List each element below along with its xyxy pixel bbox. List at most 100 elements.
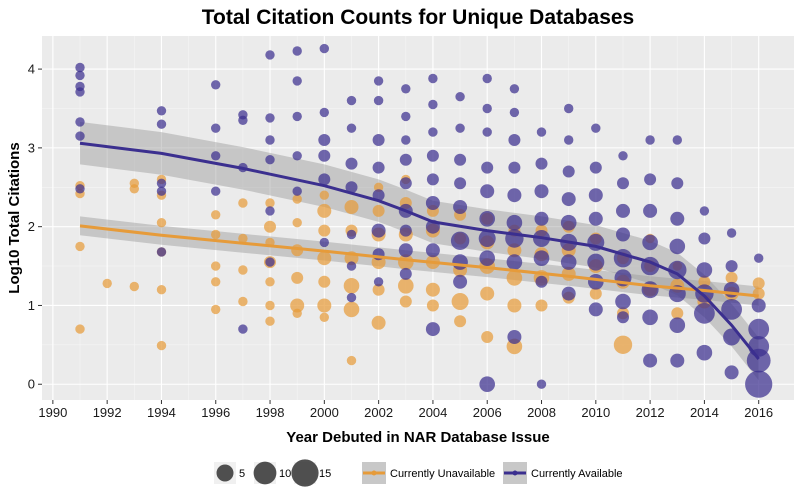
- scatter-point: [401, 111, 411, 122]
- scatter-point: [613, 335, 633, 354]
- x-axis-title: Year Debuted in NAR Database Issue: [286, 429, 549, 446]
- scatter-point: [319, 237, 329, 248]
- scatter-point: [156, 247, 167, 257]
- scatter-point: [618, 151, 628, 161]
- scatter-point: [344, 200, 359, 214]
- trend-lines: [79, 141, 760, 360]
- scatter-point: [425, 282, 440, 297]
- scatter-point: [318, 134, 331, 146]
- series-legend-dot: [371, 470, 377, 476]
- scatter-point: [506, 214, 523, 231]
- scatter-point: [694, 302, 715, 324]
- scatter-point: [454, 177, 467, 190]
- plot-panel: [42, 36, 794, 400]
- scatter-point: [371, 315, 386, 330]
- scatter-point: [507, 188, 522, 203]
- scatter-point: [536, 127, 547, 137]
- scatter-point: [481, 331, 494, 343]
- scatter-point: [292, 46, 302, 56]
- scatter-point: [398, 278, 414, 294]
- scatter-point: [292, 151, 302, 161]
- scatter-point: [751, 298, 766, 313]
- confidence-band: [80, 121, 759, 381]
- scatter-point: [373, 76, 384, 86]
- scatter-point: [401, 135, 411, 145]
- scatter-point: [372, 189, 385, 202]
- scatter-point: [507, 298, 522, 313]
- x-tick-label: 1998: [256, 405, 285, 420]
- size-legend-label: 15: [319, 468, 331, 480]
- scatter-point: [75, 184, 85, 194]
- scatter-point: [588, 211, 603, 226]
- scatter-point: [482, 127, 492, 137]
- scatter-point: [564, 103, 574, 114]
- y-axis-ticks: 0 1 2 3 4: [28, 62, 42, 392]
- scatter-point: [562, 165, 575, 178]
- x-tick-label: 1996: [201, 405, 230, 420]
- scatter-point: [238, 198, 248, 208]
- scatter-point: [746, 348, 771, 373]
- scatter-point: [426, 149, 439, 162]
- scatter-point: [588, 274, 604, 290]
- scatter-point: [345, 157, 358, 170]
- scatter-point: [211, 277, 221, 287]
- scatter-point: [533, 250, 550, 266]
- size-legend-circle: [216, 464, 234, 482]
- scatter-point: [292, 218, 302, 228]
- chart-title: Total Citation Counts for Unique Databas…: [202, 6, 634, 29]
- scatter-point: [455, 123, 465, 133]
- y-tick-label: 4: [28, 62, 35, 77]
- size-legend-label: 10: [279, 468, 291, 480]
- scatter-point: [238, 296, 248, 307]
- scatter-point: [644, 173, 657, 186]
- scatter-point: [724, 365, 739, 380]
- scatter-point: [156, 340, 167, 351]
- scatter-point: [480, 184, 495, 199]
- scatter-point: [752, 287, 765, 300]
- scatter-point: [643, 203, 658, 218]
- scatter-point: [372, 204, 385, 217]
- scatter-point: [479, 376, 496, 393]
- scatter-point: [696, 262, 713, 278]
- scatter-point: [454, 315, 467, 328]
- scatter-point: [238, 324, 248, 334]
- scatter-point: [265, 257, 275, 267]
- scatter-point: [748, 318, 770, 340]
- scatter-point: [318, 173, 331, 186]
- scatter-point: [671, 177, 684, 190]
- scatter-point: [317, 203, 332, 218]
- y-tick-label: 2: [28, 219, 35, 234]
- scatter-point: [588, 188, 603, 203]
- scatter-point: [615, 293, 631, 310]
- scatter-point: [698, 275, 711, 288]
- scatter-point: [535, 275, 548, 288]
- scatter-point: [265, 300, 275, 311]
- scatter-point: [509, 107, 520, 118]
- scatter-point: [478, 230, 496, 247]
- x-tick-label: 2004: [418, 405, 447, 420]
- scatter-point: [721, 299, 742, 320]
- series-legend-label: Currently Available: [531, 468, 623, 480]
- scatter-point: [211, 123, 221, 133]
- scatter-point: [265, 155, 275, 165]
- scatter-point: [399, 177, 412, 190]
- scatter-point: [343, 301, 360, 318]
- scatter-point: [292, 186, 302, 196]
- scatter-point: [343, 278, 360, 294]
- scatter-point: [75, 62, 85, 73]
- scatter-point: [373, 95, 384, 106]
- scatter-point: [671, 307, 684, 320]
- scatter-point: [617, 311, 629, 324]
- scatter-point: [534, 184, 549, 199]
- scatter-point: [75, 87, 85, 97]
- scatter-point: [373, 277, 384, 287]
- size-legend-label: 5: [239, 468, 245, 480]
- x-tick-label: 2016: [744, 405, 773, 420]
- scatter-point: [425, 322, 440, 337]
- scatter-point: [399, 267, 412, 280]
- scatter-point: [588, 302, 603, 317]
- scatter-point: [265, 198, 275, 208]
- scatter-point: [399, 295, 412, 308]
- scatter-point: [451, 293, 469, 310]
